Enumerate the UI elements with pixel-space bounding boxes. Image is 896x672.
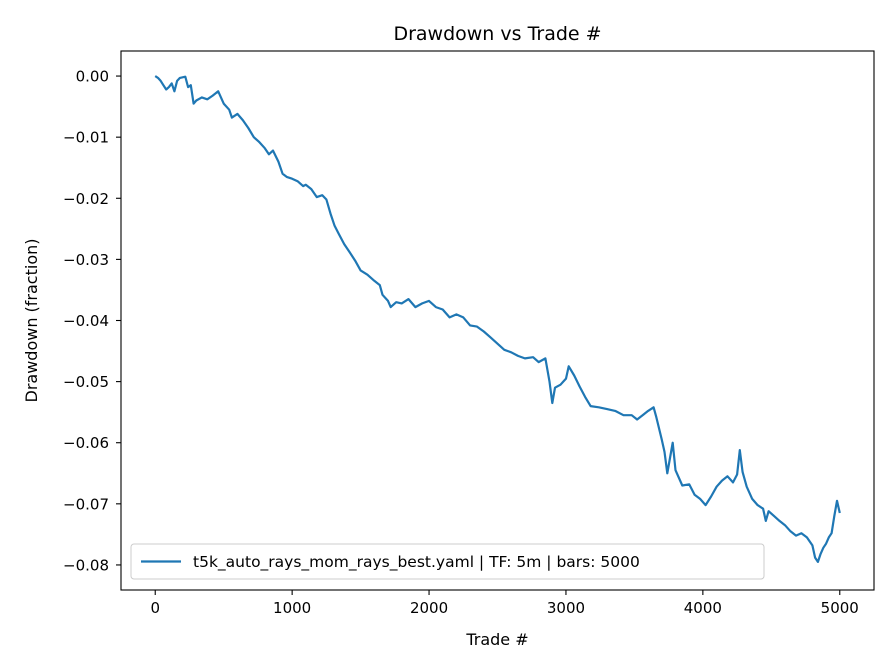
y-tick-label: −0.08 <box>63 556 109 574</box>
y-tick-label: −0.05 <box>63 373 109 391</box>
x-axis-label: Trade # <box>465 630 528 649</box>
chart-title: Drawdown vs Trade # <box>393 23 601 45</box>
x-tick-label: 1000 <box>273 599 311 617</box>
x-tick-label: 0 <box>150 599 160 617</box>
y-tick-label: −0.01 <box>63 129 109 147</box>
x-tick-label: 5000 <box>821 599 859 617</box>
x-tick-label: 4000 <box>684 599 722 617</box>
y-tick-label: −0.03 <box>63 251 109 269</box>
series-line-0 <box>154 75 841 563</box>
x-tick-label: 3000 <box>547 599 585 617</box>
legend-label: t5k_auto_rays_mom_rays_best.yaml | TF: 5… <box>193 553 640 572</box>
plot-area <box>154 75 841 563</box>
y-axis: 0.00 −0.01 −0.02 −0.03 −0.04 −0.05 −0.06 −0.07 −… <box>63 68 121 574</box>
y-tick-label: −0.02 <box>63 190 109 208</box>
y-tick-label: 0.00 <box>76 68 109 86</box>
y-tick-label: −0.06 <box>63 434 109 452</box>
y-tick-label: −0.07 <box>63 495 109 513</box>
y-tick-label: −0.04 <box>63 312 109 330</box>
legend-box <box>130 543 765 580</box>
x-axis: 0 1000 2000 3000 4000 5000 <box>150 590 859 617</box>
legend: t5k_auto_rays_mom_rays_best.yaml | TF: 5… <box>130 543 765 580</box>
y-axis-label: Drawdown (fraction) <box>22 239 41 403</box>
x-tick-label: 2000 <box>410 599 448 617</box>
